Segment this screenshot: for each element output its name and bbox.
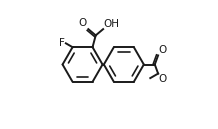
- Text: F: F: [59, 38, 65, 48]
- Text: OH: OH: [104, 19, 120, 29]
- Text: O: O: [159, 74, 167, 84]
- Text: O: O: [159, 45, 167, 55]
- Text: O: O: [78, 18, 86, 29]
